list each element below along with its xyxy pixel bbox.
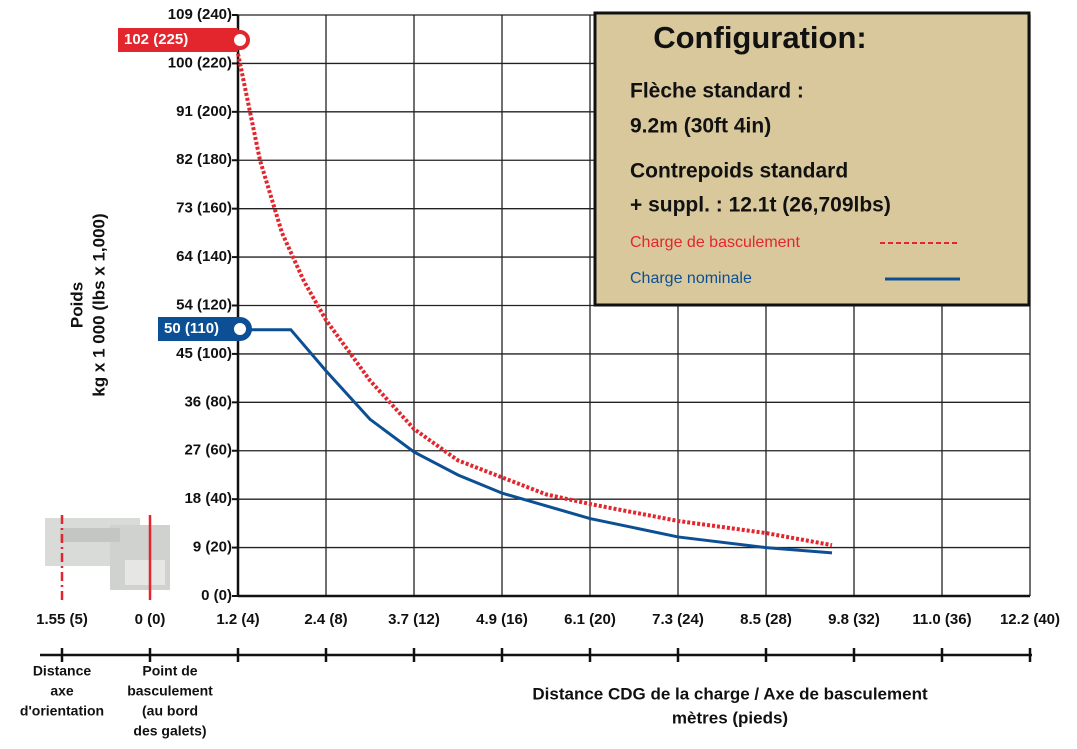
x-tick-label: 6.1 (20) [564,611,616,628]
panel-line: 9.2m (30ft 4in) [630,115,771,138]
x-tick-label: 0 (0) [135,611,166,628]
panel-line: Contrepoids standard [630,160,848,183]
start-marker [118,28,238,52]
x-tick-label: 8.5 (28) [740,611,792,628]
x-tick-label: 1.55 (5) [36,611,88,628]
note: Point de [142,663,197,679]
line-series [236,53,833,548]
note: des galets) [133,723,206,739]
x-tick-label: 1.2 (4) [216,611,259,628]
panel-line: + suppl. : 12.1t (26,709lbs) [630,194,891,217]
config-panel [593,11,1031,307]
x-tick-label: 3.7 (12) [388,611,440,628]
note: basculement [127,683,213,699]
note: (au bord [142,703,198,719]
start-label: 102 (225) [124,31,188,48]
legend-label: Charge nominale [630,270,752,287]
panel-line: Flèche standard : [630,80,804,103]
x-tick-label: 9.8 (32) [828,611,880,628]
y-tick-label: 18 (40) [184,490,232,507]
start-marker [230,30,250,50]
y-axis-title: Poids kg x 1 000 (lbs x 1,000) [67,213,108,396]
y-axis-title: Poids [67,282,86,328]
y-tick-label: 109 (240) [168,6,232,23]
y-tick-label: 45 (100) [176,345,232,362]
y-tick-label: 9 (20) [193,539,232,556]
note: d'orientation [20,703,104,719]
y-tick-label: 54 (120) [176,296,232,313]
y-tick-label: 36 (80) [184,393,232,410]
x-tick-label: 11.0 (36) [912,611,971,628]
y-tick-label: 73 (160) [176,200,232,217]
start-marker [158,317,238,341]
legend-label: Charge de basculement [630,234,800,251]
x-tick-label: 12.2 (40) [1000,611,1060,628]
y-tick-label: 100 (220) [168,54,232,71]
panel-title: Configuration: [653,20,867,55]
x-tick-label: 4.9 (16) [476,611,528,628]
x-tick-label: 7.3 (24) [652,611,704,628]
start-marker [228,317,252,341]
start-label: 50 (110) [164,320,219,337]
y-axis-title: kg x 1 000 (lbs x 1,000) [89,213,108,396]
y-tick-label: 27 (60) [184,442,232,459]
x-axis-title: Distance CDG de la charge / Axe de bascu… [532,684,928,703]
y-tick-label: 91 (200) [176,103,232,120]
line-series [238,328,833,555]
note: Distance [33,663,92,679]
y-tick-label: 64 (140) [176,248,232,265]
x-axis-title: mètres (pieds) [672,708,788,727]
x-tick-label: 2.4 (8) [304,611,347,628]
note: axe [50,683,74,699]
machine-image [45,515,170,600]
y-tick-label: 82 (180) [176,151,232,168]
y-tick-label: 0 (0) [201,587,232,604]
